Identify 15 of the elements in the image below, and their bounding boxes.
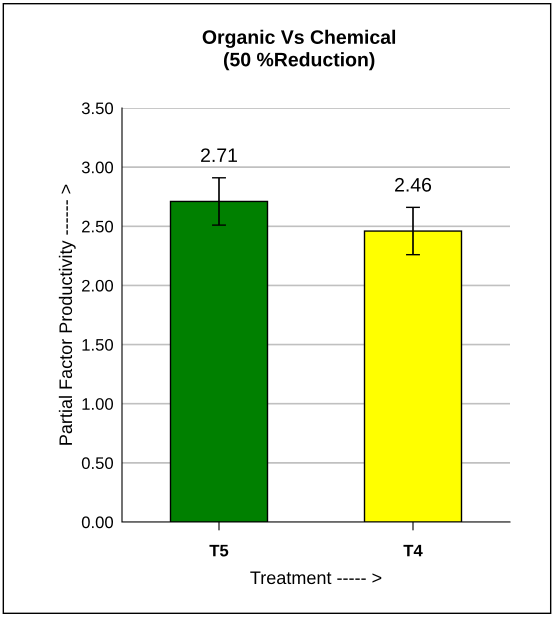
y-tick-label: 3.00	[82, 162, 114, 174]
x-tick-label: T5	[209, 544, 228, 556]
x-axis-title: Treatment ----- >	[250, 572, 382, 584]
x-tick-label: T4	[403, 544, 423, 556]
y-tick-label: 1.00	[82, 398, 114, 410]
data-label: 2.46	[395, 178, 432, 192]
y-tick-label: 0.00	[82, 516, 114, 528]
y-tick-label: 2.50	[82, 220, 114, 232]
y-axis-title: Partial Factor Productivity ------ >	[58, 184, 76, 445]
y-tick-label: 1.50	[82, 338, 114, 351]
data-label: 2.71	[201, 148, 237, 162]
chart-title: Organic Vs Chemical (50 %Reduction)	[202, 30, 396, 70]
y-tick-label: 2.00	[82, 280, 114, 292]
y-tick-label: 0.50	[82, 457, 114, 470]
y-tick-label: 3.50	[82, 102, 114, 114]
